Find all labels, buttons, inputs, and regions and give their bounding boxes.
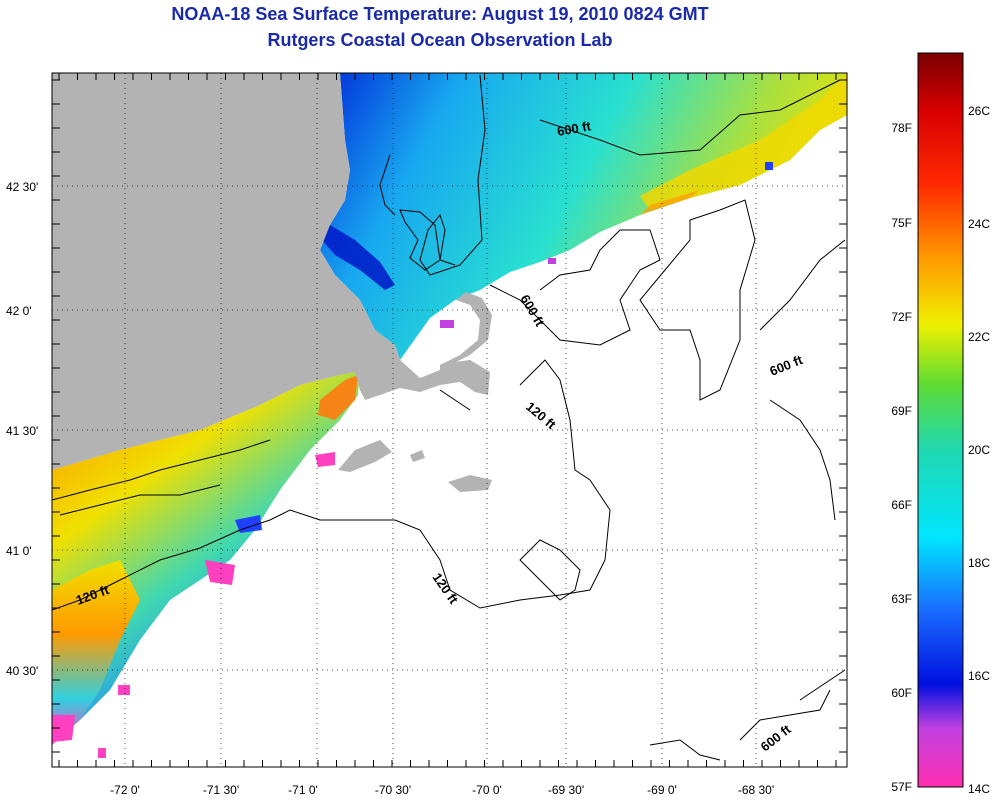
- lat-label: 42 30': [6, 180, 38, 194]
- colorbar-f-label: 63F: [891, 592, 912, 606]
- latitude-labels: 42 30' 42 0' 41 30' 41 0' 40 30': [6, 180, 38, 678]
- lat-label: 41 30': [6, 424, 38, 438]
- lon-label: -70 30': [375, 783, 411, 797]
- colorbar-f-label: 69F: [891, 404, 912, 418]
- colorbar-c-label: 16C: [968, 669, 990, 683]
- sst-shelf-band: [52, 370, 360, 740]
- lon-label: -68 30': [738, 783, 774, 797]
- contour-label-600ft-1: 600 ft: [556, 118, 593, 139]
- sst-gulf-warm-band: [640, 73, 847, 210]
- lat-label: 42 0': [6, 304, 32, 318]
- land-marthas-vineyard: [338, 440, 392, 472]
- colorbar-f-label: 60F: [891, 686, 912, 700]
- colorbar: 78F 75F 72F 69F 66F 63F 60F 57F 26C 24C …: [891, 52, 990, 796]
- colorbar-c-label: 26C: [968, 104, 990, 118]
- land-nantucket: [448, 475, 492, 492]
- colorbar-f-label: 75F: [891, 216, 912, 230]
- lon-label: -71 0': [288, 783, 318, 797]
- sst-gulf-of-maine: [320, 73, 847, 360]
- map-subtitle: Rutgers Coastal Ocean Observation Lab: [267, 30, 613, 50]
- axis-ticks: [52, 73, 847, 767]
- colorbar-c-label: 24C: [968, 217, 990, 231]
- map-frame: [51, 72, 848, 768]
- colorbar-f-label: 72F: [891, 310, 912, 324]
- lat-label: 40 30': [6, 664, 38, 678]
- colorbar-f-label: 66F: [891, 498, 912, 512]
- lat-label: 41 0': [6, 544, 32, 558]
- longitude-labels: -72 0' -71 30' -71 0' -70 30' -70 0' -69…: [110, 783, 774, 797]
- colorbar-c-label: 20C: [968, 443, 990, 457]
- land-cape-cod: [440, 292, 492, 370]
- map-title: NOAA-18 Sea Surface Temperature: August …: [171, 4, 709, 24]
- lon-label: -70 0': [472, 783, 502, 797]
- colorbar-c-label: 14C: [968, 782, 990, 796]
- colorbar-c-label: 22C: [968, 330, 990, 344]
- lon-label: -69 0': [647, 783, 677, 797]
- lon-label: -72 0': [110, 783, 140, 797]
- map-area: 600 ft 600 ft 600 ft 600 ft 120 ft 120 f…: [52, 73, 847, 767]
- lon-label: -71 30': [203, 783, 239, 797]
- colorbar-c-label: 18C: [968, 556, 990, 570]
- sst-cold-coastal: [322, 225, 395, 290]
- lat-lon-grid: [52, 73, 847, 767]
- land-new-england: [52, 73, 490, 470]
- lon-label: -69 30': [548, 783, 584, 797]
- colorbar-gradient: [917, 52, 964, 788]
- colorbar-f-label: 57F: [891, 780, 912, 794]
- bathymetry-contours: [52, 74, 846, 761]
- colorbar-f-label: 78F: [891, 121, 912, 135]
